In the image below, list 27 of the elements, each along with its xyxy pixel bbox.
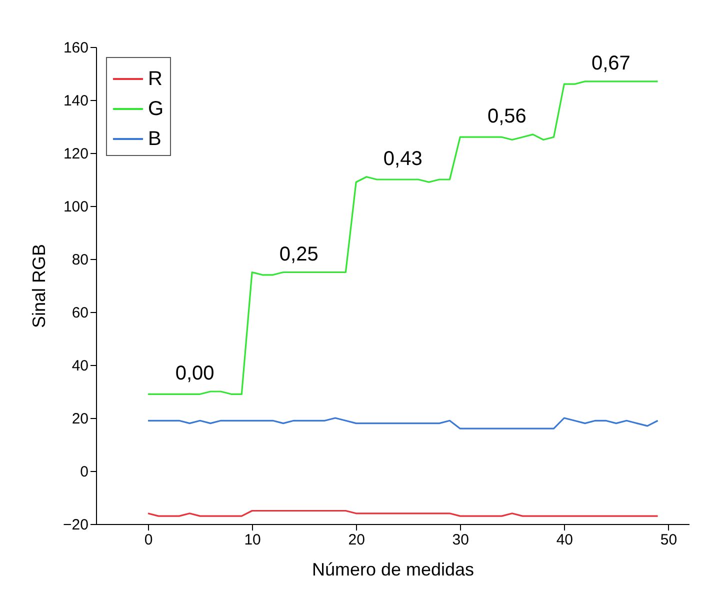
y-tick-label: 160 <box>63 40 88 56</box>
x-tick-label: 30 <box>452 532 469 548</box>
y-tick-label: 0 <box>80 464 88 480</box>
legend-label: G <box>148 98 164 120</box>
y-tick-label: −20 <box>63 516 88 534</box>
y-tick-label: 40 <box>72 358 88 374</box>
y-tick-label: 20 <box>72 410 88 428</box>
x-tick-label: 0 <box>144 532 153 548</box>
y-axis-title: Sinal RGB <box>29 244 50 328</box>
annotation: 0,25 <box>279 243 318 266</box>
x-tick-label: 10 <box>244 532 261 548</box>
annotation: 0,56 <box>487 105 526 128</box>
y-tick-label: 120 <box>63 146 88 162</box>
x-axis-title: Número de medidas <box>312 560 474 580</box>
x-tick-label: 40 <box>556 532 573 548</box>
annotation: 0,00 <box>175 362 214 384</box>
x-tick-label: 50 <box>660 532 678 548</box>
legend-label: B <box>148 128 162 150</box>
y-tick-label: 100 <box>63 198 88 216</box>
annotation: 0,67 <box>592 52 630 74</box>
y-tick-label: 60 <box>72 304 88 322</box>
y-tick-label: 80 <box>72 252 88 268</box>
line-series <box>147 417 659 430</box>
annotation: 0,43 <box>383 148 422 170</box>
x-tick-label: 20 <box>348 532 365 548</box>
y-tick-label: 140 <box>63 92 88 110</box>
legend-label: R <box>148 68 162 90</box>
